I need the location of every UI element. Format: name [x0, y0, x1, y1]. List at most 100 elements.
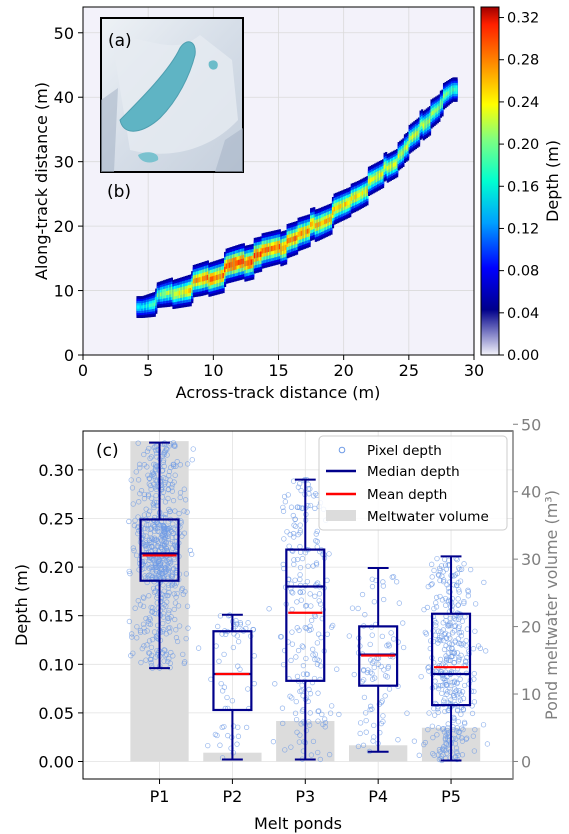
pixel-depth-point: [315, 749, 321, 756]
pixel-depth-point: [293, 716, 300, 723]
pixel-depth-point: [315, 708, 321, 715]
pixel-depth-point: [166, 607, 172, 614]
pixel-depth-point: [435, 706, 441, 712]
pixel-depth-point: [164, 566, 171, 573]
depth-cell: [414, 132, 417, 137]
pixel-depth-point: [462, 720, 468, 727]
pixel-depth-point: [159, 570, 166, 576]
x-tick-label: P2: [222, 787, 242, 806]
pixel-depth-point: [167, 509, 173, 515]
pixel-depth-point: [314, 640, 321, 646]
pixel-depth-point: [463, 638, 469, 644]
pixel-depth-point: [162, 499, 169, 505]
depth-cell: [270, 245, 274, 252]
pixel-depth-point: [329, 703, 335, 709]
pixel-depth-point: [444, 727, 450, 734]
depth-cell: [338, 204, 341, 210]
pixel-depth-point: [380, 579, 386, 585]
pixel-depth-point: [475, 643, 482, 649]
pixel-depth-point: [295, 484, 302, 490]
pixel-depth-point: [380, 713, 386, 719]
pixel-depth-point: [150, 522, 156, 528]
pixel-depth-point: [312, 593, 318, 599]
pixel-depth-point: [430, 751, 436, 757]
pixel-depth-point: [461, 598, 467, 605]
depth-cell: [142, 305, 145, 309]
depth-cell: [427, 119, 430, 125]
pixel-depth-point: [289, 641, 296, 647]
pixel-depth-point: [317, 601, 324, 607]
pixel-depth-point: [310, 652, 316, 658]
pixel-depth-point: [130, 650, 136, 656]
pixel-depth-point: [435, 709, 441, 716]
depth-cell: [374, 175, 377, 181]
pixel-depth-point: [135, 598, 141, 604]
pixel-depth-point: [389, 574, 395, 580]
depth-cell: [234, 260, 238, 267]
pixel-depth-point: [453, 745, 460, 751]
pixel-depth-point: [483, 648, 489, 654]
pixel-depth-point: [466, 681, 472, 687]
pixel-depth-point: [472, 601, 479, 607]
pixel-depth-point: [151, 481, 157, 487]
pixel-depth-point: [284, 529, 290, 535]
pixel-depth-point: [461, 600, 467, 606]
depth-cell: [419, 122, 422, 128]
depth-cell: [139, 305, 142, 309]
depth-cell: [294, 235, 297, 241]
pixel-depth-point: [460, 707, 467, 713]
pixel-depth-point: [434, 594, 440, 601]
depth-cell: [413, 133, 416, 138]
pixel-depth-point: [292, 577, 298, 583]
pixel-depth-point: [217, 613, 224, 619]
iqr-box: [285, 548, 326, 682]
pixel-depth-point: [312, 505, 318, 512]
y-tick-label: 0.25: [38, 509, 74, 528]
depth-cell: [211, 276, 214, 282]
pixel-depth-point: [442, 562, 449, 568]
pixel-depth-point: [459, 738, 466, 744]
depth-cell: [336, 205, 339, 211]
depth-cell: [425, 120, 428, 126]
pixel-depth-point: [155, 605, 161, 611]
y-tick-label: 0.15: [38, 607, 74, 626]
pixel-depth-point: [400, 644, 407, 651]
y-tick-label: 10: [54, 282, 74, 301]
depth-cell: [231, 261, 235, 267]
pixel-depth-point: [355, 605, 361, 612]
pixel-depth-point: [326, 551, 332, 557]
pixel-depth-point: [433, 600, 439, 606]
pixel-depth-point: [316, 658, 322, 664]
colorbar-tick-label: 0.00: [507, 348, 539, 364]
pixel-depth-point: [148, 656, 154, 663]
pixel-depth-point: [143, 506, 149, 512]
y-tick-label: 0.30: [38, 461, 74, 480]
pixel-depth-point: [449, 680, 455, 686]
pixel-depth-point: [166, 472, 172, 479]
depth-cell: [358, 192, 361, 198]
depth-cell: [225, 263, 228, 269]
depth-cell: [163, 291, 166, 296]
depth-cell: [195, 277, 199, 283]
pixel-depth-point: [166, 582, 172, 588]
depth-cell: [452, 87, 455, 92]
depth-cell: [400, 151, 403, 156]
pixel-depth-point: [165, 567, 172, 573]
pixel-depth-point: [151, 444, 157, 451]
pixel-depth-point: [459, 689, 466, 695]
pixel-depth-point: [145, 526, 151, 532]
depth-cell: [377, 174, 380, 179]
depth-cell: [249, 259, 252, 266]
pixel-depth-point: [149, 608, 156, 614]
pixel-depth-point: [160, 611, 167, 617]
depth-cell: [216, 274, 219, 281]
pixel-depth-point: [445, 650, 452, 656]
pixel-depth-point: [133, 469, 139, 475]
depth-cell: [369, 178, 372, 183]
pixel-depth-point: [141, 512, 148, 518]
depth-cell: [150, 303, 153, 307]
depth-cell: [444, 93, 447, 97]
pixel-depth-point: [359, 591, 366, 598]
depth-cell: [372, 176, 375, 181]
pixel-depth-point: [300, 589, 306, 595]
